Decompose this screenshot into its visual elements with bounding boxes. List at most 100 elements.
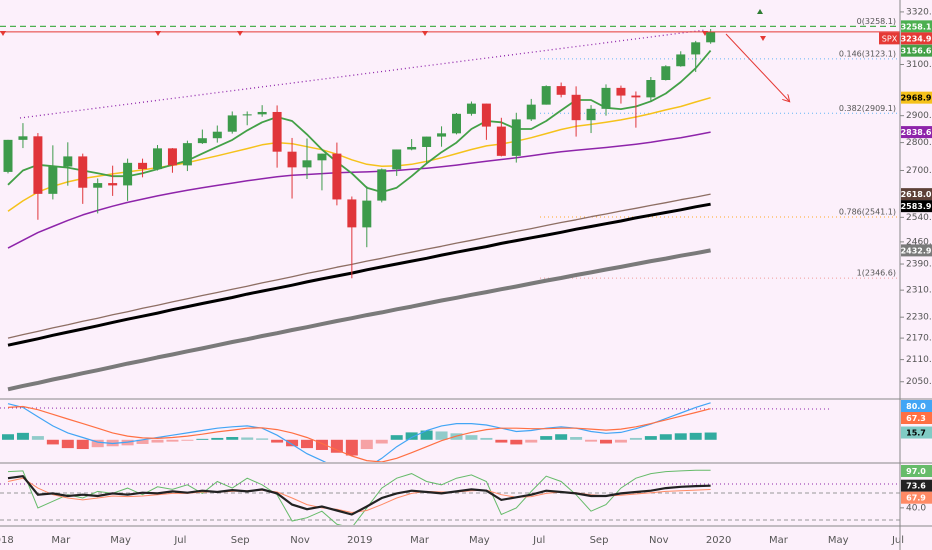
price-tag	[901, 244, 932, 257]
indicator-line	[7, 405, 711, 462]
x-tick-label: Mar	[51, 535, 71, 546]
histogram-bar	[465, 435, 478, 440]
histogram-bar	[629, 437, 642, 440]
y-tick-label: 2460.0	[906, 237, 932, 247]
price-tag-label: 2583.9	[901, 202, 932, 211]
histogram-bar	[480, 437, 493, 440]
y-tick-label: 3320.0	[906, 7, 932, 17]
candle-body	[182, 143, 192, 166]
projection-arrow	[725, 33, 789, 101]
histogram-bar	[315, 439, 328, 450]
fib-label: 0(3258.1)	[857, 17, 896, 26]
panel	[0, 25, 900, 392]
candle-body	[646, 80, 656, 98]
moving-average	[7, 202, 711, 347]
moving-average	[7, 248, 711, 392]
histogram-bar	[600, 439, 612, 444]
candle-body	[78, 156, 88, 188]
candle-body	[422, 136, 432, 147]
candle-body	[272, 111, 282, 152]
x-tick-label: Mar	[410, 535, 430, 546]
candle-body	[407, 146, 417, 150]
histogram-bar	[375, 439, 388, 444]
candle-body	[287, 151, 297, 168]
candle-body	[481, 103, 491, 127]
histogram-bar	[345, 439, 358, 456]
x-tick-label: Sep	[590, 535, 609, 546]
price-tag	[901, 44, 932, 57]
price-tag	[901, 426, 932, 439]
moving-average	[7, 131, 711, 249]
price-tag	[901, 91, 932, 104]
y-tick-label: 2310.0	[906, 286, 932, 296]
y-tick-label: 2900.0	[906, 111, 932, 121]
price-tag-label: 97.0	[906, 467, 926, 476]
histogram-bar	[181, 439, 194, 441]
x-tick-label: Jul	[891, 535, 904, 546]
candle-body	[511, 119, 521, 156]
histogram-bar	[570, 437, 583, 440]
y-tick-label: 2390.0	[906, 260, 932, 270]
histogram-bar	[495, 439, 508, 443]
candle-body	[3, 139, 13, 172]
y-tick-label: 2230.0	[906, 313, 932, 323]
histogram-bar	[211, 437, 224, 440]
fib-label: 0.146(3123.1)	[839, 49, 896, 58]
candle-body	[661, 66, 671, 81]
plot-layer: 2018 Mar May Jul Sep Nov 2019 Mar May Jul Sep Nov 20…	[0, 7, 932, 546]
candle-body	[437, 133, 447, 137]
candle-body	[347, 199, 357, 228]
histogram-bar	[644, 436, 657, 440]
y-tick-label: 2800.0	[906, 138, 932, 148]
x-tick-label: Nov	[290, 535, 310, 546]
histogram-bar	[555, 434, 568, 440]
price-tag	[901, 200, 932, 213]
y-tick-label: 2540.0	[906, 213, 932, 223]
candle-body	[153, 148, 162, 170]
signal-down	[760, 36, 766, 41]
histogram-bar	[256, 438, 269, 440]
panel	[2, 402, 717, 462]
candle-body	[601, 87, 611, 109]
histogram-bar	[330, 439, 343, 453]
histogram-bar	[674, 433, 687, 440]
fib-label: 1(2346.6)	[857, 269, 896, 278]
signal-up	[757, 9, 763, 14]
histogram-bar	[151, 439, 164, 443]
candle-body	[496, 126, 506, 156]
y-tick-label: 2700.0	[906, 166, 932, 176]
histogram-bar	[46, 439, 59, 445]
histogram-bar	[31, 436, 44, 440]
candle-body	[526, 104, 536, 120]
histogram-bar	[585, 439, 598, 442]
candle-body	[362, 200, 372, 228]
histogram-bar	[136, 439, 149, 444]
x-tick-label: Jul	[532, 535, 545, 546]
fib-label: 0.382(2909.1)	[839, 104, 896, 113]
histogram-bar	[704, 432, 717, 440]
candle-body	[392, 149, 402, 170]
histogram-bar	[614, 439, 627, 443]
candle-body	[556, 86, 566, 95]
y-tick-label: 40.0	[906, 503, 926, 513]
price-tag-label: 67.9	[906, 494, 926, 503]
x-tick-label: 2018	[0, 535, 14, 546]
price-tag-label: 2618.0	[901, 190, 932, 199]
histogram-bar	[271, 439, 284, 443]
histogram-bar	[61, 439, 74, 449]
histogram-bar	[301, 439, 313, 449]
price-tag	[901, 188, 932, 201]
candle-body	[466, 103, 476, 114]
histogram-bar	[91, 439, 104, 448]
price-tag-label: 3234.9	[901, 34, 932, 43]
candle-body	[541, 86, 551, 105]
x-tick-label: 2019	[347, 535, 372, 546]
oscillator-line	[7, 469, 711, 525]
candle-body	[257, 111, 267, 115]
price-tag-label: 2968.9	[901, 94, 932, 103]
symbol-label: SPX	[882, 34, 898, 43]
histogram-bar	[76, 439, 89, 450]
histogram-bar	[166, 439, 179, 442]
